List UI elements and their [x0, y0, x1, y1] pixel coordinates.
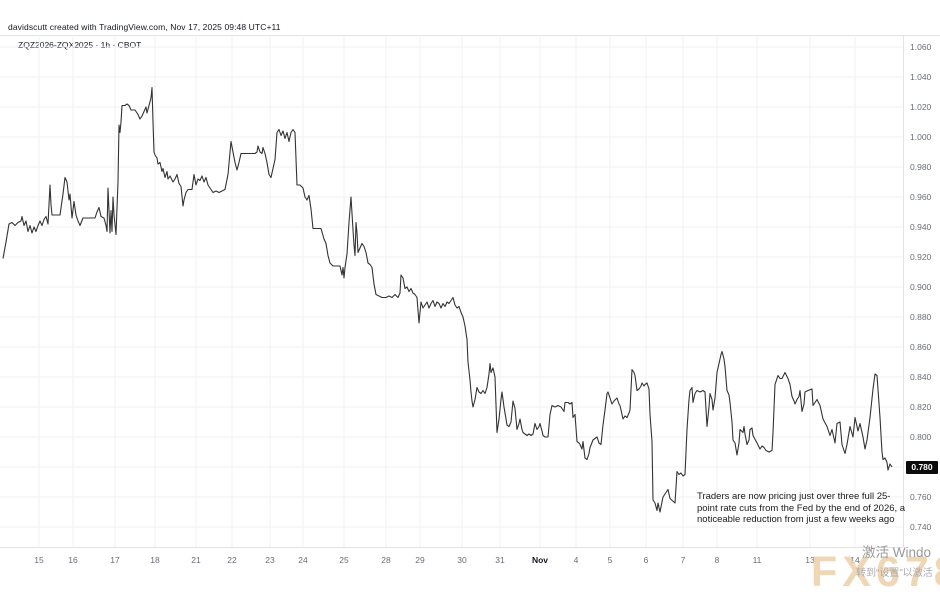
y-axis-label: 0.840: [910, 372, 932, 382]
x-axis-label: 15: [34, 555, 44, 565]
pane-top-border: [0, 35, 940, 36]
x-axis-label: Nov: [531, 555, 549, 565]
y-axis-label: 0.960: [910, 192, 932, 202]
x-axis-label: 30: [457, 555, 467, 565]
x-axis-label: 21: [191, 555, 201, 565]
annotation-line-1: Traders are now pricing just over three …: [697, 491, 891, 502]
y-axis-label: 0.880: [910, 312, 932, 322]
y-axis-label: 0.860: [910, 342, 932, 352]
y-axis-label: 1.020: [910, 102, 932, 112]
x-axis-label: 17: [110, 555, 120, 565]
y-axis-label: 0.820: [910, 402, 932, 412]
y-axis-label: 0.760: [910, 492, 932, 502]
y-axis-label: 0.940: [910, 222, 932, 232]
x-axis-label: 6: [643, 555, 649, 565]
annotation-line-2: point rate cuts from the Fed by the end …: [697, 502, 906, 514]
y-axis-label: 0.740: [910, 522, 932, 532]
x-axis-label: 22: [227, 555, 237, 565]
x-axis-label: 4: [573, 555, 579, 565]
x-axis-label: 23: [265, 555, 275, 565]
x-axis-label: 13: [805, 555, 815, 565]
windows-activation-watermark-line2: 转到“设置”以激活: [856, 568, 933, 579]
y-axis-label: 0.920: [910, 252, 932, 262]
last-price-badge: 0.780: [906, 460, 938, 474]
x-axis-label: 11: [752, 555, 762, 565]
price-axis[interactable]: 1.060 1.040 1.020 1.000 0.980 0.960 0.940 0.920…: [903, 35, 940, 547]
x-axis-label: 25: [339, 555, 349, 565]
y-axis-label: 0.800: [910, 432, 932, 442]
x-axis-label: 7: [680, 555, 686, 565]
x-axis-label: 24: [298, 555, 308, 565]
price-chart[interactable]: [0, 35, 903, 547]
windows-activation-watermark-line1: 激活 Windo: [862, 545, 932, 560]
x-axis-label: 16: [68, 555, 78, 565]
price-line-series: [2, 86, 893, 513]
y-axis-label: 1.000: [910, 132, 932, 142]
symbol-legend[interactable]: ZQZ2026-ZQX2025 · 1h · CBOT: [18, 40, 142, 50]
x-axis-label: 8: [714, 555, 720, 565]
y-axis-label: 1.040: [910, 72, 932, 82]
annotation-line-3: noticeable reduction from just a few wee…: [697, 514, 895, 525]
x-axis-label: 5: [607, 555, 613, 565]
x-axis-label: 14: [850, 555, 860, 565]
annotation-text: Traders are now pricing just over three …: [697, 491, 905, 526]
time-axis[interactable]: 15 16 17 18 21 22 23 24 25 28 29 30 31 Nov 4 5 6 7 8 11 13 14: [0, 547, 903, 570]
y-axis-label: 1.060: [910, 42, 932, 52]
x-axis-label: 28: [381, 555, 391, 565]
attribution-text: davidscutt created with TradingView.com,…: [8, 22, 281, 32]
x-axis-label: 29: [415, 555, 425, 565]
y-axis-label: 0.900: [910, 282, 932, 292]
x-axis-label: 31: [495, 555, 505, 565]
fx678-watermark: FX678: [811, 548, 940, 596]
x-axis-label: 18: [150, 555, 160, 565]
y-axis-label: 0.980: [910, 162, 932, 172]
